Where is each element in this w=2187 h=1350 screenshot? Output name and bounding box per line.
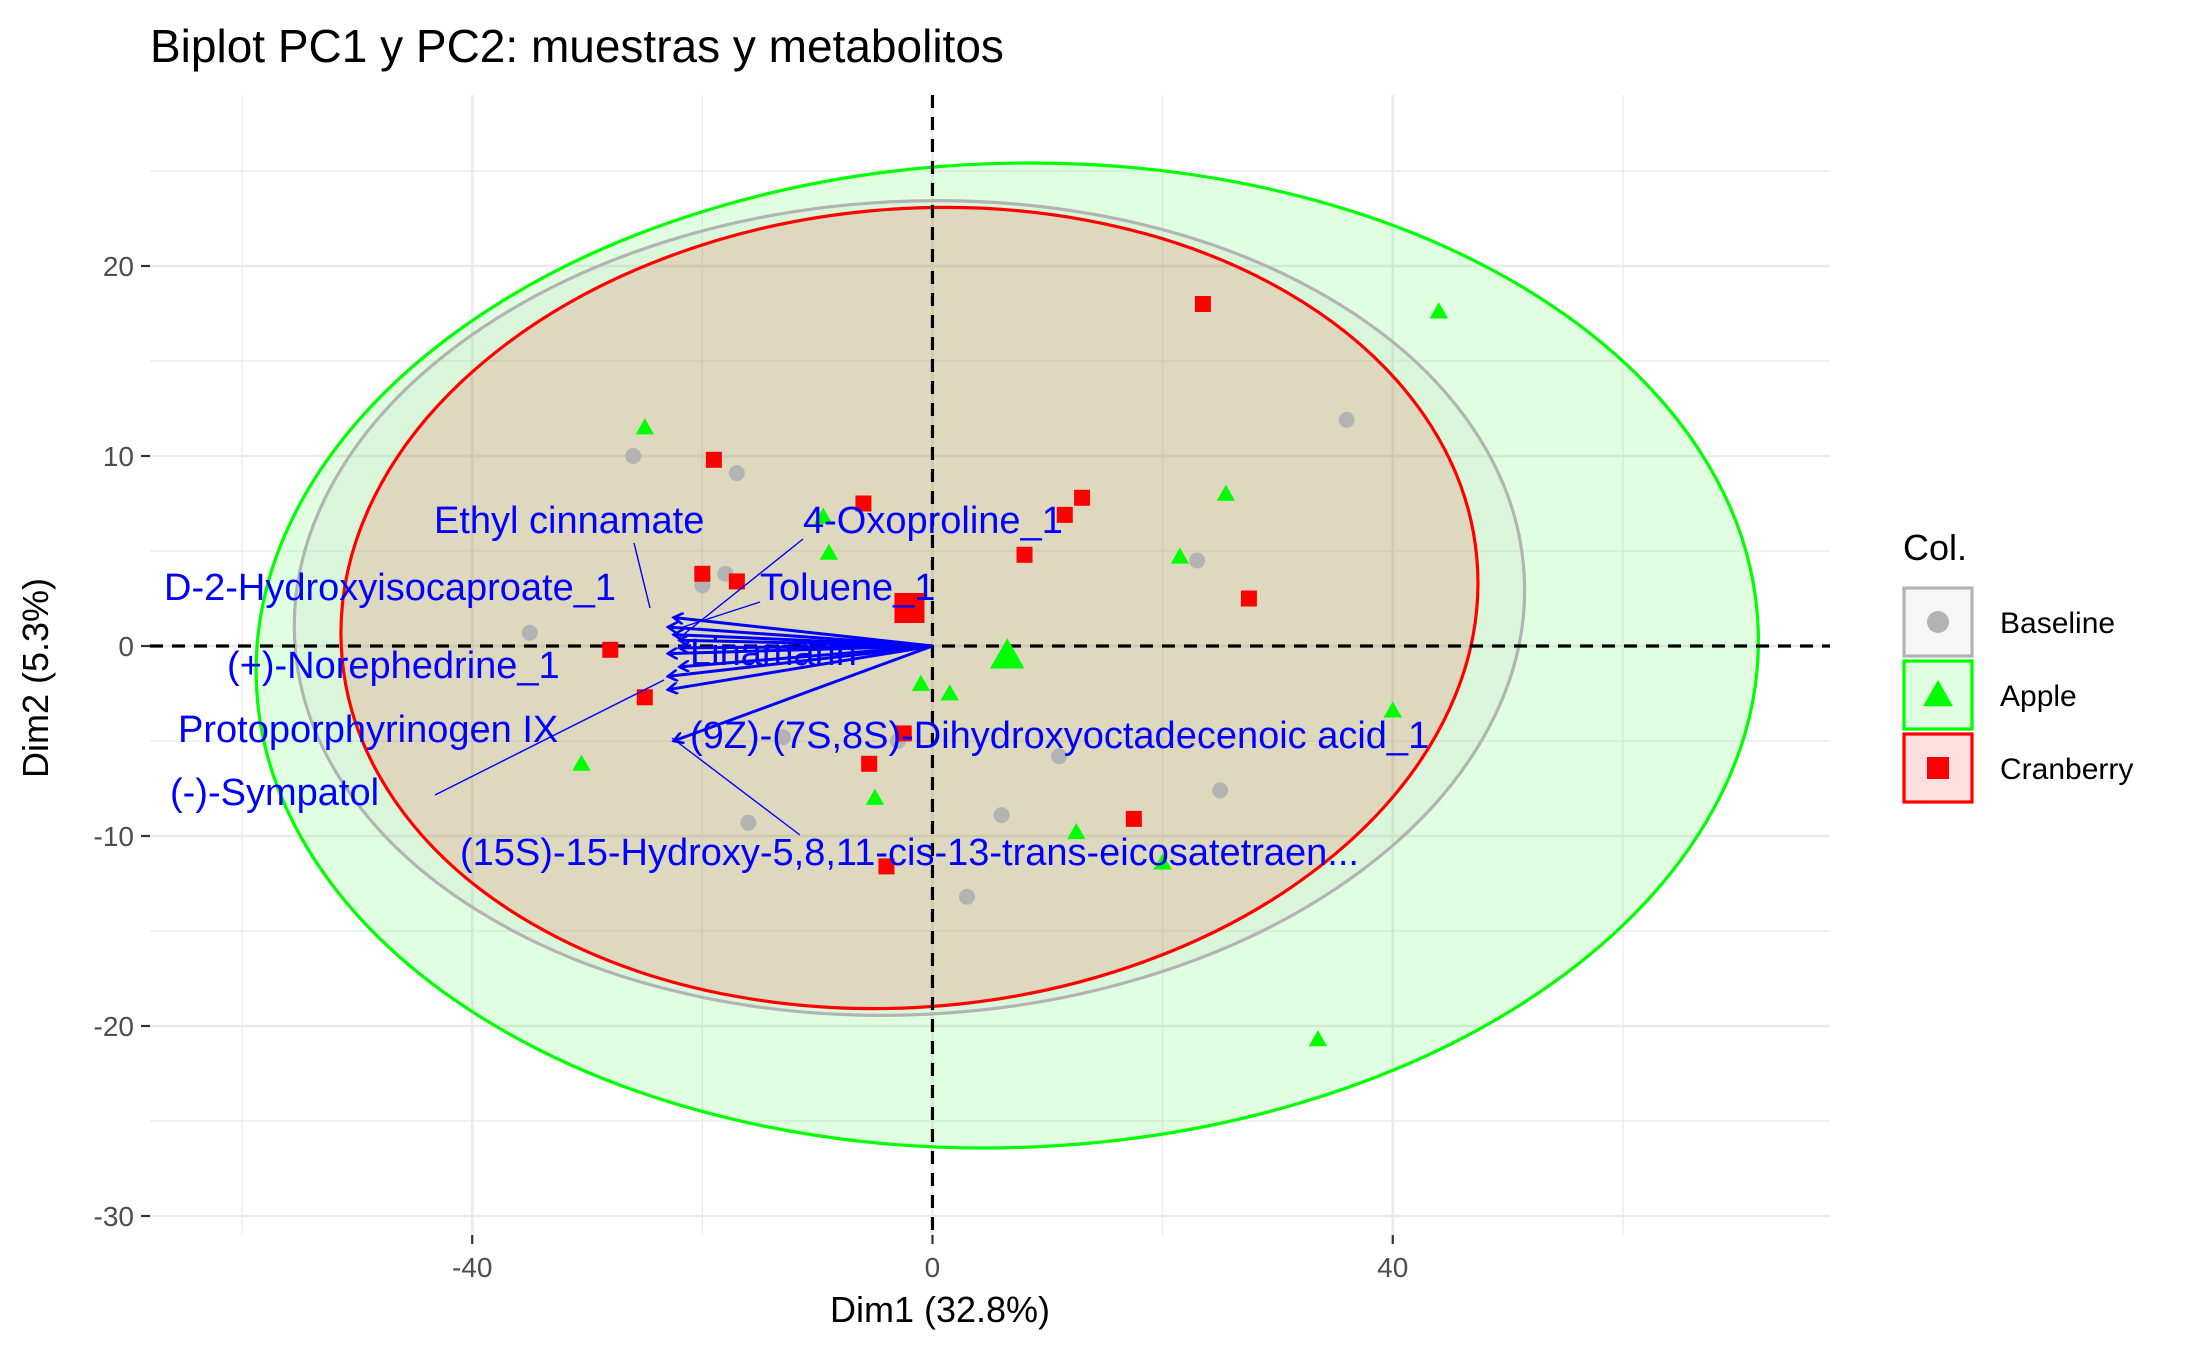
- legend-label-baseline: Baseline: [2000, 607, 2115, 640]
- variable-label: Toluene_1: [760, 567, 935, 609]
- variable-label-leader: [671, 737, 801, 836]
- point-apple: [1153, 853, 1172, 870]
- centroid-apple: [990, 638, 1025, 669]
- point-cranberry: [705, 451, 722, 468]
- point-cranberry: [1125, 810, 1142, 827]
- point-cranberry: [602, 641, 619, 658]
- point-baseline: [1338, 411, 1355, 428]
- point-baseline: [774, 729, 791, 746]
- point-apple: [819, 543, 839, 560]
- point-apple: [572, 754, 591, 771]
- point-apple: [865, 788, 885, 805]
- legend-label-apple: Apple: [2000, 680, 2077, 713]
- point-apple: [1383, 701, 1402, 718]
- point-apple: [911, 674, 931, 691]
- variable-label: (-)-Sympatol: [170, 772, 379, 814]
- point-apple: [1067, 823, 1086, 840]
- x-axis-title: Dim1 (32.8%): [830, 1289, 1050, 1330]
- sample-points: [521, 296, 1448, 1047]
- grid-minor: [150, 95, 1830, 1235]
- legend-symbol-apple: [1923, 680, 1953, 707]
- point-baseline: [1051, 748, 1068, 765]
- point-baseline: [958, 888, 975, 905]
- point-apple: [1429, 302, 1448, 319]
- legend: Col. Baseline Apple Cranberry: [1902, 527, 2133, 804]
- plot-area: Ethyl cinnamate 4-Oxoproline_1 D-2-Hydroxy…: [150, 95, 1830, 1235]
- point-baseline: [625, 448, 642, 464]
- variable-arrows: [668, 618, 933, 742]
- reference-lines: [150, 95, 1830, 1235]
- point-cranberry: [855, 495, 872, 512]
- point-cranberry: [878, 858, 895, 875]
- variable-label: (15S)-15-Hydroxy-5,8,11-cis-13-trans-eic…: [460, 832, 1359, 874]
- point-cranberry: [728, 573, 745, 590]
- y-tick-label: 20: [103, 251, 134, 282]
- variable-label: D-2-Hydroxyisocaproate_1: [164, 567, 616, 609]
- variable-arrow: [679, 644, 933, 667]
- y-tick-label: 10: [103, 441, 134, 472]
- y-tick-label: -20: [94, 1011, 134, 1042]
- variable-arrow: [668, 644, 933, 690]
- variable-arrow: [679, 646, 933, 648]
- point-baseline: [521, 624, 538, 641]
- axes: -40 0 40 -30 -20 -10 0 10 20: [94, 251, 1409, 1283]
- point-baseline: [728, 465, 745, 482]
- point-cranberry: [636, 689, 653, 706]
- variable-arrow: [674, 644, 933, 741]
- point-cranberry: [1240, 590, 1257, 607]
- variable-label-leader: [434, 679, 665, 796]
- point-apple: [813, 507, 833, 524]
- point-apple: [635, 418, 654, 435]
- centroid-cranberry: [894, 593, 925, 623]
- x-tick-label: 0: [925, 1252, 941, 1283]
- plot-background: [150, 95, 1830, 1235]
- legend-symbol-baseline: [1927, 611, 1949, 633]
- point-apple: [1216, 484, 1236, 501]
- grid-major: [150, 95, 1830, 1235]
- chart-title: Biplot PC1 y PC2: muestras y metabolitos: [150, 20, 1004, 72]
- variable-label-leader: [633, 542, 651, 609]
- group-centroids: [894, 593, 1025, 669]
- point-cranberry: [1056, 506, 1073, 523]
- point-apple: [940, 684, 959, 701]
- x-tick-label: -40: [452, 1252, 492, 1283]
- x-tick-label: 40: [1377, 1252, 1408, 1283]
- y-axis-title: Dim2 (5.3%): [15, 578, 56, 778]
- point-cranberry: [1194, 296, 1211, 312]
- legend-title: Col.: [1903, 527, 1967, 568]
- variable-label: (+)-Norephedrine_1: [227, 645, 560, 687]
- variable-label: Linamarin: [690, 632, 857, 674]
- variable-label: Ethyl cinnamate: [434, 500, 704, 542]
- point-cranberry: [861, 755, 878, 772]
- y-tick-label: 0: [118, 631, 134, 662]
- variable-arrow: [674, 618, 933, 648]
- y-tick-label: -10: [94, 821, 134, 852]
- legend-symbol-cranberry: [1927, 757, 1949, 779]
- variable-label-leader: [679, 601, 761, 629]
- variable-arrow: [674, 635, 933, 648]
- variable-label: 4-Oxoproline_1: [803, 500, 1063, 542]
- point-baseline: [993, 807, 1010, 824]
- point-apple: [1308, 1030, 1328, 1047]
- point-cranberry: [1016, 546, 1033, 563]
- point-cranberry: [1074, 489, 1091, 506]
- point-baseline: [1212, 782, 1229, 799]
- variable-label: (9Z)-(7S,8S)-Dihydroxyoctadecenoic acid_…: [690, 715, 1429, 757]
- point-baseline: [1189, 552, 1206, 569]
- legend-label-cranberry: Cranberry: [2000, 753, 2133, 786]
- variable-label: Protoporphyrinogen IX: [178, 709, 558, 751]
- y-tick-label: -30: [94, 1201, 134, 1232]
- point-apple: [1170, 547, 1190, 564]
- variable-labels: Ethyl cinnamate 4-Oxoproline_1 D-2-Hydroxy…: [164, 500, 1429, 874]
- point-baseline: [740, 814, 757, 831]
- point-cranberry: [895, 725, 912, 742]
- point-cranberry: [694, 565, 711, 582]
